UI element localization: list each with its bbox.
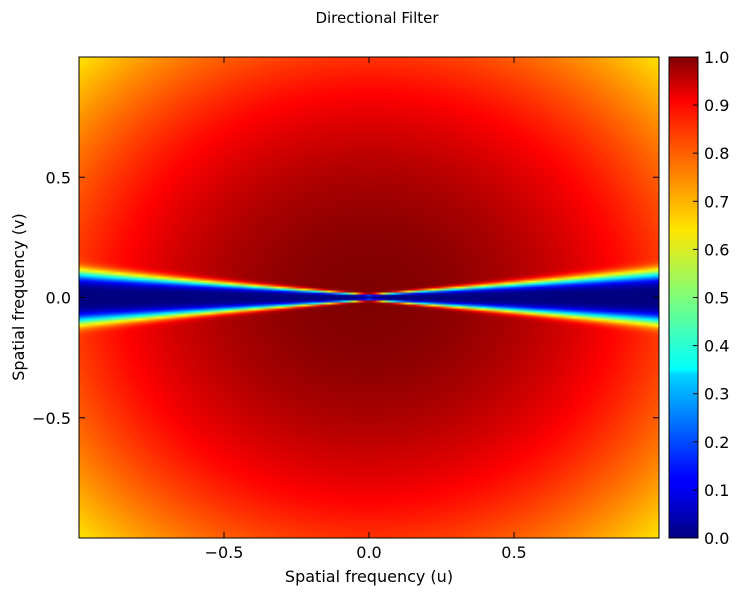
colorbar-tick-label: 0.7 <box>704 192 729 211</box>
colorbar-tick-label: 0.5 <box>704 289 729 308</box>
colorbar-ticks: 0.0 0.1 0.2 0.3 0.4 0.5 0.6 0.7 0.8 0.9 1.0 <box>693 48 729 548</box>
colorbar-tick-label: 0.3 <box>704 385 729 404</box>
y-tick-label: −0.5 <box>32 409 71 428</box>
x-axis-ticks: −0.5 0.0 0.5 <box>205 57 527 562</box>
colorbar-tick-label: 0.8 <box>704 144 729 163</box>
heatmap-image <box>79 57 659 538</box>
colorbar-tick-label: 0.6 <box>704 240 729 259</box>
x-tick-label: −0.5 <box>205 543 244 562</box>
y-axis-label: Spatial frequency (v) <box>9 213 28 380</box>
colorbar-tick-label: 0.0 <box>704 529 729 548</box>
y-axis-ticks: −0.5 0.0 0.5 <box>32 168 659 428</box>
x-tick-label: 0.0 <box>356 543 381 562</box>
colorbar-tick-label: 1.0 <box>704 48 729 67</box>
y-tick-label: 0.5 <box>46 168 71 187</box>
colorbar-tick-label: 0.4 <box>704 337 729 356</box>
chart-title: Directional Filter <box>315 9 439 27</box>
colorbar-tick-label: 0.2 <box>704 433 729 452</box>
x-tick-label: 0.5 <box>501 543 526 562</box>
colorbar-tick-label: 0.9 <box>704 96 729 115</box>
colorbar: 0.0 0.1 0.2 0.3 0.4 0.5 0.6 0.7 0.8 0.9 1.0 <box>668 48 729 548</box>
x-axis-label: Spatial frequency (u) <box>285 567 453 586</box>
colorbar-tick-label: 0.1 <box>704 481 729 500</box>
heatmap-plot-area <box>78 56 660 539</box>
y-tick-label: 0.0 <box>46 289 71 308</box>
